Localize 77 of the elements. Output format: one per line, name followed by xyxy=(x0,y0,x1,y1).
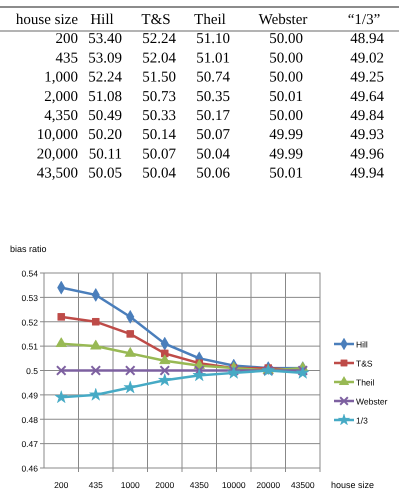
y-tick-label: 200 xyxy=(56,31,78,48)
x-tick-label: Hill xyxy=(90,12,114,28)
x-tick-label: 435 xyxy=(88,480,104,490)
data-label: 50.33 xyxy=(142,108,176,124)
data-label: 52.24 xyxy=(142,31,176,48)
legend-label: T&S xyxy=(356,358,373,368)
data-label: 50.35 xyxy=(196,88,230,105)
data-label: 50.00 xyxy=(269,108,303,124)
data-label: 50.01 xyxy=(269,166,303,182)
data-label: 51.10 xyxy=(196,31,230,48)
data-label: 50.07 xyxy=(196,127,230,144)
y-tick-label: 4,350 xyxy=(44,108,78,124)
x-tick-label: T&S xyxy=(141,12,171,28)
y-tick-label: 0.48 xyxy=(21,414,38,425)
y-tick-label: 0.46 xyxy=(21,464,38,474)
data-label: 51.01 xyxy=(196,50,230,66)
data-label: 52.24 xyxy=(88,70,122,86)
y-tick-label: 0.49 xyxy=(21,390,38,400)
data-label: 49.93 xyxy=(350,127,384,144)
data-label: 49.64 xyxy=(350,88,384,105)
data-label: 49.94 xyxy=(350,166,384,182)
legend-label: Webster xyxy=(356,396,388,406)
data-label: 50.17 xyxy=(196,108,230,124)
y-tick-label: 43,500 xyxy=(36,166,78,182)
data-label: 49.84 xyxy=(350,108,384,124)
x-tick-label: 4350 xyxy=(190,480,209,490)
legend-label: Theil xyxy=(356,378,375,388)
data-label: 49.96 xyxy=(350,146,384,162)
data-label: 52.04 xyxy=(142,50,176,66)
data-label: 50.73 xyxy=(142,88,176,105)
data-label: 50.04 xyxy=(196,146,230,162)
data-label: 50.14 xyxy=(142,127,176,144)
data-label: 49.99 xyxy=(269,127,303,144)
x-axis-title: house size xyxy=(331,480,374,490)
y-tick-label: 0.53 xyxy=(21,292,38,303)
data-label: 50.06 xyxy=(196,166,230,182)
legend-label: 1/3 xyxy=(356,416,368,426)
x-tick-label: 1000 xyxy=(120,480,140,490)
data-label: 48.94 xyxy=(350,31,384,48)
y-tick-label: 435 xyxy=(56,50,78,66)
y-axis-title: house size xyxy=(16,12,78,28)
x-tick-label: 2000 xyxy=(155,480,174,490)
data-label: 49.25 xyxy=(350,70,384,86)
x-tick-label: Theil xyxy=(194,12,226,28)
data-label: 50.01 xyxy=(269,88,303,105)
x-tick-label: “1/3” xyxy=(348,12,380,28)
data-label: 49.02 xyxy=(350,50,384,66)
data-label: 50.74 xyxy=(196,70,230,86)
y-tick-label: 0.5 xyxy=(26,366,38,376)
y-axis-title: bias ratio xyxy=(10,244,47,254)
data-label: 50.11 xyxy=(88,146,122,162)
y-tick-label: 0.52 xyxy=(21,317,38,328)
legend-label: Hill xyxy=(356,340,368,350)
data-label: 50.04 xyxy=(142,166,176,182)
x-tick-label: 10000 xyxy=(222,480,246,490)
data-label: 50.00 xyxy=(269,70,303,86)
y-tick-label: 0.54 xyxy=(21,268,38,278)
y-tick-label: 20,000 xyxy=(36,146,78,162)
x-tick-label: Webster xyxy=(258,12,308,28)
data-label: 50.20 xyxy=(88,127,122,144)
x-tick-label: 43500 xyxy=(290,480,315,490)
data-label: 50.05 xyxy=(88,166,122,182)
y-tick-label: 0.51 xyxy=(21,342,38,352)
y-tick-label: 10,000 xyxy=(36,127,78,144)
data-label: 50.00 xyxy=(269,31,303,48)
data-label: 51.50 xyxy=(142,70,176,86)
data-label: 49.99 xyxy=(269,146,303,162)
y-tick-label: 2,000 xyxy=(44,88,78,105)
data-label: 53.40 xyxy=(88,31,122,48)
data-label: 50.49 xyxy=(88,108,122,124)
y-tick-label: 1,000 xyxy=(44,70,78,86)
x-tick-label: 20000 xyxy=(256,480,280,490)
data-label: 50.00 xyxy=(269,50,303,66)
data-label: 50.07 xyxy=(142,146,176,162)
data-label: 51.08 xyxy=(88,88,122,105)
y-tick-label: 0.47 xyxy=(21,439,38,450)
data-label: 53.09 xyxy=(88,50,122,66)
